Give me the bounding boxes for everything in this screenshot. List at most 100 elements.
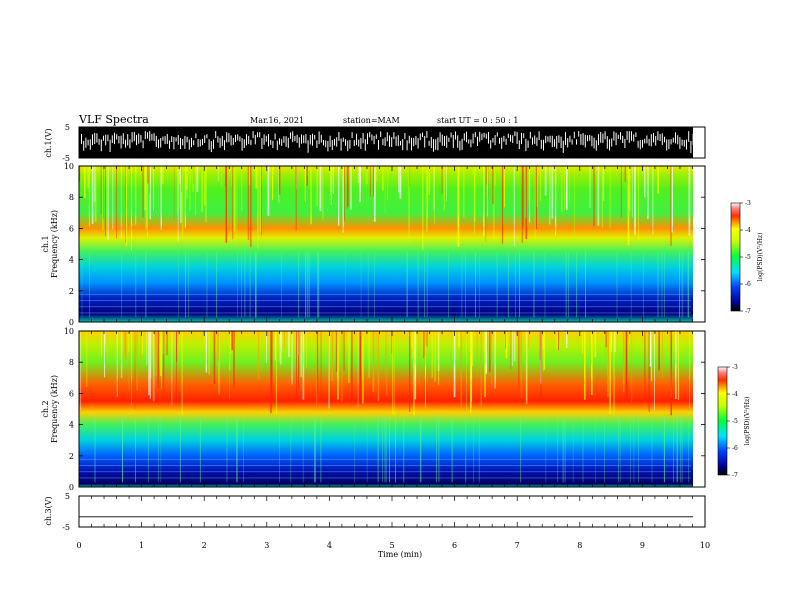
ch1-waveform-gap (318, 131, 320, 145)
ch1-spectrogram-streak (398, 166, 400, 193)
ch2-spectrogram-streak (229, 331, 230, 400)
ch1-spectrogram-streak (147, 166, 149, 184)
ch1-spectrogram-streak (318, 251, 320, 318)
ch1-spectrogram-streak (236, 166, 238, 247)
ch1-spectrogram-streak (366, 166, 368, 185)
ch1-spectrogram-streak (574, 166, 575, 242)
ch1-spectrogram-ytick-label: 8 (69, 193, 74, 202)
ch1-spectrogram-streak (203, 166, 206, 206)
ch1-spectrogram-streak (180, 166, 182, 223)
ch1-waveform-gap (584, 134, 586, 148)
ch2-spectrogram-streak (485, 331, 487, 374)
ch2-spectrogram-streak (595, 416, 596, 483)
ch2-spectrogram-streak (299, 331, 301, 354)
ch1-spectrogram-streak (359, 166, 361, 203)
ch1-spectrogram-streak (102, 166, 104, 231)
ch1-spectrogram-streak (555, 166, 557, 235)
ch1-waveform-gap (466, 131, 467, 143)
ch1-spectrogram-streak (344, 166, 345, 221)
ch2-spectrogram-streak (157, 416, 159, 483)
ch1-spectrogram-streak (507, 251, 509, 318)
ch1-waveform-gap (336, 137, 338, 147)
ch2-spectrogram-channel-label: ch.2 (41, 400, 50, 417)
ch1-waveform-gap (518, 140, 520, 150)
ch2-spectrogram-streak (152, 331, 155, 402)
ch1-waveform-gap (499, 138, 500, 144)
ch2-spectrogram-streak (582, 416, 584, 483)
ch2-spectrogram-streak (279, 331, 282, 348)
ch2-spectrogram-streak (368, 331, 370, 378)
ch1-spectrogram-streak (342, 166, 344, 233)
ch1-waveform-gap (668, 139, 670, 150)
ch2-spectrogram-streak (473, 416, 475, 483)
ch1-waveform-gap (408, 135, 410, 144)
ch1-waveform-gap (516, 131, 518, 144)
ch1-waveform-gap (371, 134, 373, 141)
ch1-waveform-gap (290, 132, 291, 139)
ch1-waveform-gap (210, 141, 212, 153)
ch2-colorbar-tick-label: -5 (732, 418, 738, 425)
ch2-colorbar-label: log(PSD)(V²/Hz) (744, 397, 751, 446)
ch1-waveform-gap (169, 140, 170, 149)
ch2-spectrogram-streak (526, 331, 528, 402)
ch1-spectrogram-streak (688, 166, 691, 236)
ch1-spectrogram-streak (609, 166, 611, 229)
ch2-spectrogram-streak (288, 331, 290, 357)
ch2-spectrogram-streak (604, 416, 605, 483)
ch1-waveform-gap (481, 133, 483, 141)
ch1-waveform-gap (92, 134, 93, 146)
ch2-spectrogram-streak (562, 416, 564, 483)
ch1-waveform-gap (692, 134, 694, 145)
ch2-spectrogram-streak (386, 331, 388, 396)
ch2-spectrogram-streak (466, 331, 467, 410)
date-label: Mar.16, 2021 (250, 116, 304, 125)
ch1-spectrogram-streak (295, 166, 297, 190)
ch1-spectrogram-streak (479, 251, 480, 318)
ch1-spectrogram-streak (409, 166, 411, 188)
ch1-spectrogram-streak (624, 166, 626, 182)
ch1-waveform-gap (441, 134, 443, 146)
ch2-spectrogram-streak (160, 416, 162, 483)
ch1-spectrogram-streak (344, 251, 346, 318)
ch2-spectrogram-streak (270, 331, 272, 414)
ch1-waveform-gap (243, 139, 245, 148)
ch1-waveform-gap (551, 135, 553, 148)
ch2-spectrogram-streak (155, 331, 157, 376)
ch1-waveform-gap (241, 138, 243, 151)
ch1-spectrogram-streak (305, 251, 306, 318)
ch1-spectrogram-streak (485, 166, 487, 241)
ch2-spectrogram-ytick-label: 2 (69, 452, 74, 461)
ch1-waveform-gap (560, 136, 562, 148)
ch1-waveform-gap (422, 132, 423, 137)
ch2-spectrogram-ytick-label: 4 (69, 421, 74, 430)
ch1-waveform-gap (364, 139, 366, 151)
ch2-spectrogram-ylabel: Frequency (kHz) (50, 375, 59, 443)
ch1-spectrogram-streak (408, 166, 410, 243)
ch1-waveform-gap (589, 134, 591, 141)
ch1-spectrogram-streak (322, 166, 324, 220)
ch1-waveform-gap (479, 131, 481, 142)
ch1-waveform-gap (296, 134, 298, 143)
ch1-spectrogram-streak (255, 251, 257, 318)
ch2-spectrogram-streak (150, 331, 152, 378)
ch1-spectrogram-streak (233, 166, 236, 232)
x-tick-label: 9 (640, 541, 645, 550)
ch1-colorbar-tick-label: -5 (745, 254, 751, 261)
ch1-spectrogram-streak (513, 166, 515, 247)
ch1-waveform-gap (292, 131, 294, 143)
ch2-spectrogram-streak (513, 331, 516, 362)
ch1-waveform-gap (305, 134, 307, 144)
ch1-spectrogram-streak (121, 251, 123, 318)
ch2-spectrogram-streak (413, 331, 415, 416)
ch3-waveform-ytick-top: 5 (65, 492, 70, 501)
ch1-spectrogram-streak (593, 166, 595, 227)
ch2-spectrogram-streak (298, 331, 299, 355)
ch2-spectrogram-streak (243, 416, 244, 483)
ch1-waveform-gap (488, 132, 489, 144)
ch1-spectrogram-streak (257, 166, 259, 249)
ch1-waveform-gap (362, 133, 364, 144)
ch1-waveform-gap (525, 138, 527, 152)
ch1-waveform-gap (501, 137, 503, 149)
ch1-spectrogram-streak (94, 166, 97, 223)
ch1-waveform-gap (325, 140, 327, 148)
